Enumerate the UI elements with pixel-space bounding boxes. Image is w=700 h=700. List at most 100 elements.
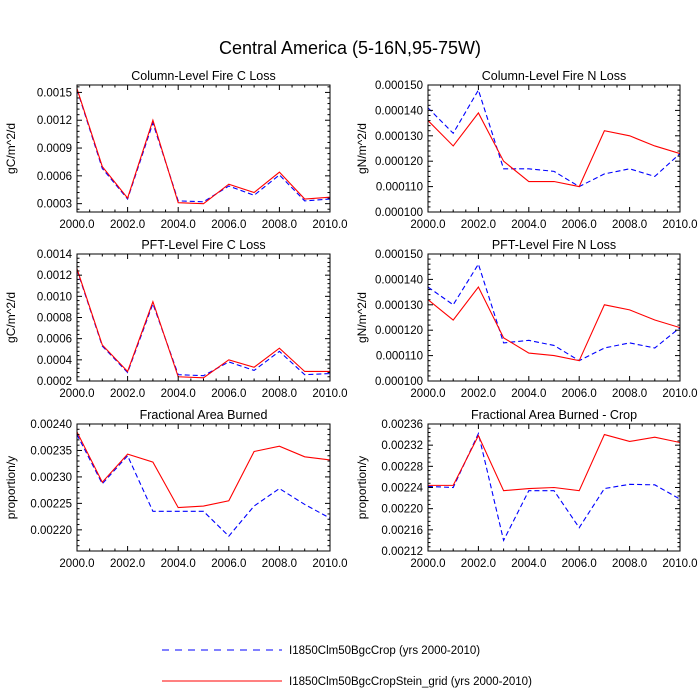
series-line-solid — [428, 285, 680, 362]
series-group — [77, 88, 330, 205]
panel-title: PFT-Level Fire C Loss — [141, 238, 265, 252]
x-tick-label: 2002.0 — [461, 219, 496, 231]
y-tick-label: 0.000140 — [375, 274, 423, 286]
x-tick-label: 2006.0 — [211, 219, 246, 231]
y-tick-label: 0.000130 — [375, 131, 423, 143]
y-tick-label: 0.000120 — [375, 325, 423, 337]
y-tick-label: 0.0009 — [37, 143, 72, 155]
x-tick-label: 2004.0 — [161, 219, 196, 231]
series-group — [77, 431, 330, 537]
y-tick-label: 0.00240 — [30, 419, 72, 431]
y-tick-label: 0.000150 — [375, 249, 423, 261]
series-line-dashed — [77, 269, 330, 377]
panel-title: Fractional Area Burned - Crop — [471, 408, 637, 422]
y-tick-label: 0.000110 — [376, 182, 423, 194]
x-tick-label: 2002.0 — [110, 558, 145, 570]
chart-panel-6: Fractional Area Burned - Crop proportion/… — [355, 408, 698, 570]
y-tick-label: 0.0012 — [37, 270, 72, 282]
series-line-solid — [428, 433, 680, 492]
panel-title: Column-Level Fire C Loss — [131, 69, 276, 83]
y-tick-label: 0.0014 — [37, 249, 73, 261]
y-tick-label: 0.00232 — [381, 440, 423, 452]
y-tick-label: 0.000130 — [375, 300, 423, 312]
series-line-solid — [77, 268, 330, 379]
y-tick-label: 0.00225 — [30, 498, 72, 510]
x-tick-label: 2000.0 — [59, 219, 94, 231]
y-tick-label: 0.0012 — [37, 115, 72, 127]
y-tick-label: 0.0006 — [37, 171, 72, 183]
x-tick-label: 2006.0 — [562, 558, 597, 570]
series-line-dashed — [428, 262, 680, 362]
legend-entry-label: I1850Clm50BgcCrop (yrs 2000-2010) — [289, 645, 480, 657]
chart-panel-2: Column-Level Fire N Loss gN/m^2/d 2000.0 20… — [355, 69, 698, 231]
y-axis-label: gC/m^2/d — [4, 123, 18, 174]
x-tick-label: 2002.0 — [110, 388, 145, 400]
x-tick-label: 2002.0 — [461, 388, 496, 400]
legend-entry-label: I1850Clm50BgcCropStein_grid (yrs 2000-20… — [289, 676, 532, 688]
panel-title: Fractional Area Burned — [140, 408, 268, 422]
y-axis-label: gN/m^2/d — [355, 292, 369, 343]
y-tick-label: 0.0006 — [37, 334, 72, 346]
y-tick-label: 0.000140 — [375, 105, 423, 117]
x-tick-label: 2008.0 — [612, 219, 647, 231]
y-tick-label: 0.00228 — [381, 461, 423, 473]
x-tick-label: 2006.0 — [562, 219, 597, 231]
plot-frame — [76, 423, 331, 552]
series-group — [428, 431, 680, 543]
y-tick-label: 0.0003 — [37, 199, 72, 211]
x-tick-label: 2000.0 — [59, 388, 94, 400]
x-tick-label: 2010.0 — [662, 388, 697, 400]
chart-panel-3: PFT-Level Fire C Loss gC/m^2/d 2000.0 2002.… — [4, 238, 348, 400]
y-axis-label: proportion/y — [355, 456, 369, 519]
figure-title: Central America (5-16N,95-75W) — [219, 38, 481, 58]
x-tick-label: 2000.0 — [410, 388, 445, 400]
y-tick-label: 0.00216 — [381, 525, 423, 537]
x-tick-label: 2002.0 — [110, 219, 145, 231]
x-tick-label: 2010.0 — [312, 219, 347, 231]
x-tick-label: 2010.0 — [312, 388, 347, 400]
x-tick-label: 2008.0 — [262, 388, 297, 400]
panel-title: Column-Level Fire N Loss — [482, 69, 627, 83]
panel-title: PFT-Level Fire N Loss — [492, 238, 616, 252]
plot-frame — [427, 253, 681, 382]
y-tick-label: 0.000100 — [375, 207, 423, 219]
x-tick-label: 2004.0 — [511, 388, 546, 400]
y-tick-label: 0.0008 — [37, 313, 72, 325]
plot-frame — [76, 84, 331, 213]
y-tick-label: 0.0002 — [37, 376, 72, 388]
x-tick-label: 2000.0 — [410, 558, 445, 570]
y-tick-label: 0.00230 — [30, 472, 72, 484]
y-tick-label: 0.000100 — [375, 376, 423, 388]
x-tick-label: 2004.0 — [161, 388, 196, 400]
series-group — [77, 268, 330, 379]
series-line-dashed — [428, 88, 680, 188]
legend: I1850Clm50BgcCrop (yrs 2000-2010) I1850Cl… — [162, 645, 532, 688]
x-tick-label: 2000.0 — [59, 558, 94, 570]
x-tick-label: 2000.0 — [410, 219, 445, 231]
y-tick-label: 0.000150 — [375, 80, 423, 92]
y-tick-label: 0.00220 — [30, 525, 72, 537]
chart-panel-5: Fractional Area Burned proportion/y 2000.0… — [4, 408, 348, 570]
x-tick-label: 2008.0 — [612, 388, 647, 400]
x-tick-label: 2004.0 — [511, 219, 546, 231]
y-tick-label: 0.00236 — [381, 419, 423, 431]
x-tick-label: 2002.0 — [461, 558, 496, 570]
chart-panels: Column-Level Fire C Loss gC/m^2/d 2000.0 20… — [4, 69, 698, 570]
series-group — [428, 88, 680, 188]
y-tick-label: 0.000120 — [375, 156, 423, 168]
y-tick-label: 0.00235 — [30, 445, 72, 457]
x-tick-label: 2008.0 — [612, 558, 647, 570]
series-line-solid — [77, 431, 330, 509]
x-tick-label: 2010.0 — [662, 558, 697, 570]
plot-frame — [427, 84, 681, 213]
y-tick-label: 0.00212 — [381, 546, 423, 558]
series-line-solid — [428, 111, 680, 188]
x-tick-label: 2006.0 — [211, 558, 246, 570]
chart-panel-1: Column-Level Fire C Loss gC/m^2/d 2000.0 20… — [4, 69, 348, 231]
series-line-solid — [77, 88, 330, 205]
series-line-dashed — [77, 89, 330, 203]
y-tick-label: 0.00220 — [381, 504, 423, 516]
x-tick-label: 2010.0 — [312, 558, 347, 570]
y-tick-label: 0.0010 — [37, 291, 72, 303]
